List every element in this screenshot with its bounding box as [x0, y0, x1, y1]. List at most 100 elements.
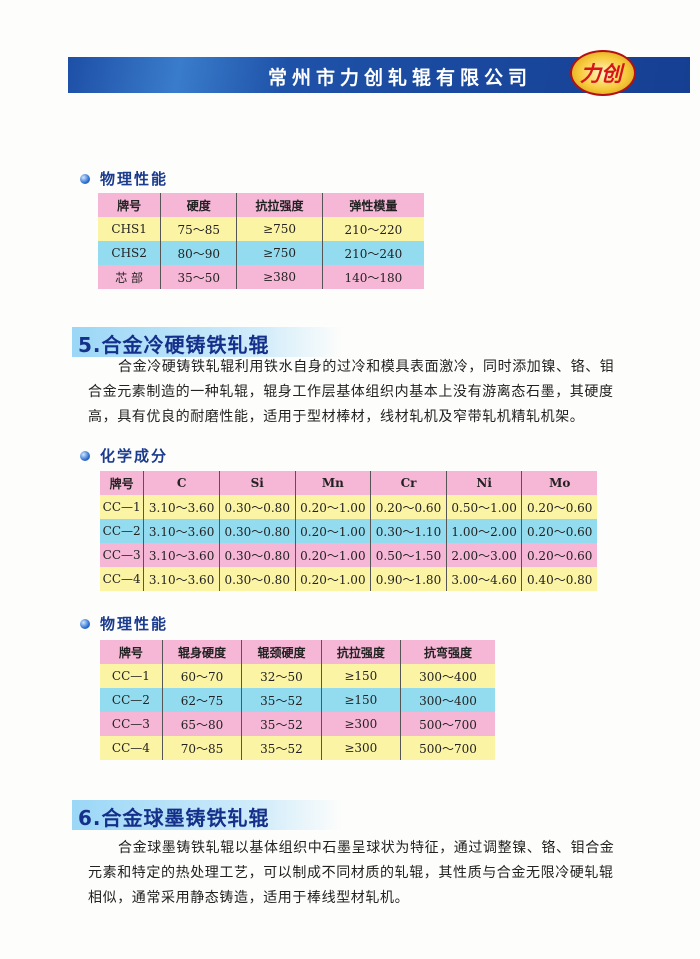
table-cell: CC—1 [100, 495, 144, 519]
section-6-title: 6.合金球墨铸铁轧辊 [78, 806, 270, 830]
paragraph-line: 合金球墨铸铁轧辊以基体组织中石墨呈球状为特征，通过调整镍、铬、钼合金 [118, 840, 615, 856]
table-cell: 0.20～0.60 [370, 495, 447, 519]
table-cell: 32～50 [241, 664, 322, 688]
column-header: 牌号 [100, 640, 163, 664]
physical-properties-heading-1: 物理性能 [80, 168, 168, 189]
table-row: CC—4 3.10～3.60 0.30～0.80 0.20～1.00 0.90～1.80… [100, 567, 597, 591]
column-header: Mo [521, 471, 597, 495]
table-cell: 0.50～1.00 [445, 495, 522, 519]
table-cell: 300～400 [400, 688, 495, 712]
column-header: 辊颈硬度 [241, 640, 322, 664]
table-cell: 75～85 [160, 217, 237, 241]
table-cell: CC—3 [100, 712, 163, 736]
column-header: 弹性模量 [321, 193, 424, 217]
table-cell: 210～240 [321, 241, 424, 265]
table-cell: ≥750 [236, 217, 323, 241]
table-cell: 35～52 [241, 688, 322, 712]
table-row: CC—2 62～75 35～52 ≥150 300～400 [100, 688, 495, 712]
table-cell: 0.30～0.80 [218, 543, 296, 567]
column-header: 硬度 [160, 193, 237, 217]
table-cell: ≥750 [236, 241, 323, 265]
column-header: C [143, 471, 220, 495]
table-cell: CC—2 [100, 519, 144, 543]
table-cell: 1.00～2.00 [445, 519, 522, 543]
column-header: 辊身硬度 [161, 640, 242, 664]
table-cell: 3.10～3.60 [143, 495, 220, 519]
table-header-row: 牌号 C Si Mn Cr Ni Mo [100, 471, 597, 495]
table-row: CC—3 3.10～3.60 0.30～0.80 0.20～1.00 0.50～1.50… [100, 543, 597, 567]
table-cell: CC—4 [100, 567, 144, 591]
table-cell: CC—1 [100, 664, 163, 688]
table-cell: 140～180 [321, 265, 424, 289]
column-header: Mn [294, 471, 371, 495]
table-row: CC—4 70～85 35～52 ≥300 500～700 [100, 736, 495, 760]
table-cell: 0.30～0.80 [218, 495, 296, 519]
table-row: CHS1 75～85 ≥750 210～220 [98, 217, 424, 241]
table-cell: 35～52 [241, 712, 322, 736]
table-cell: 0.50～1.50 [370, 543, 447, 567]
table-cell: 0.20～1.00 [294, 543, 371, 567]
heading-text: 化学成分 [100, 447, 169, 465]
table-cell: 62～75 [161, 688, 242, 712]
table-cell: 70～85 [161, 736, 242, 760]
table-header-row: 牌号 辊身硬度 辊颈硬度 抗拉强度 抗弯强度 [100, 640, 495, 664]
table-cell: 3.10～3.60 [143, 567, 220, 591]
table-row: CC—2 3.10～3.60 0.30～0.80 0.20～1.00 0.30～1.10… [100, 519, 597, 543]
column-header: 抗弯强度 [400, 640, 495, 664]
section-5-title: 5.合金冷硬铸铁轧辊 [78, 333, 270, 357]
table-cell: 0.40～0.80 [521, 567, 597, 591]
column-header: 抗拉强度 [320, 640, 401, 664]
table-cell: 3.10～3.60 [143, 519, 220, 543]
table-cell: 210～220 [321, 217, 424, 241]
heading-text: 物理性能 [100, 170, 169, 188]
table-cell: ≥150 [320, 664, 401, 688]
table-cell: 0.20～1.00 [294, 567, 371, 591]
table-cell: ≥150 [320, 688, 401, 712]
table-cell: ≥300 [320, 712, 401, 736]
table-cell: 2.00～3.00 [445, 543, 522, 567]
table-cell: 300～400 [400, 664, 495, 688]
table-row: 芯 部 35～50 ≥380 140～180 [98, 265, 424, 289]
company-logo: 力创 [570, 50, 636, 96]
table-cell: 80～90 [160, 241, 237, 265]
table-cell: 0.20～0.60 [521, 519, 597, 543]
table-cell: 500～700 [400, 736, 495, 760]
table-cell: 0.30～0.80 [218, 567, 296, 591]
column-header: Ni [445, 471, 522, 495]
table-cell: 35～52 [241, 736, 322, 760]
physical-properties-heading-2: 物理性能 [80, 613, 168, 634]
table-cell: CC—3 [100, 543, 144, 567]
section-6-heading: 6.合金球墨铸铁轧辊 [72, 800, 342, 830]
table-cell: 0.20～1.00 [294, 519, 371, 543]
table-cell: 0.20～0.60 [521, 495, 597, 519]
table-header-row: 牌号 硬度 抗拉强度 弹性模量 [98, 193, 424, 217]
table-row: CC—3 65～80 35～52 ≥300 500～700 [100, 712, 495, 736]
bullet-icon [80, 173, 90, 184]
table-cell: 0.90～1.80 [370, 567, 447, 591]
paragraph-line: 高，具有优良的耐磨性能，适用于型材棒材，线材轧机及窄带轧机精轧机架。 [88, 409, 585, 425]
table-cell: CC—4 [100, 736, 163, 760]
table-cell: 3.10～3.60 [143, 543, 220, 567]
bullet-icon [80, 450, 90, 461]
table-cell: CHS1 [98, 217, 161, 241]
company-name: 常州市力创轧辊有限公司 [268, 67, 533, 89]
column-header: 抗拉强度 [236, 193, 323, 217]
heading-text: 物理性能 [100, 615, 169, 633]
table-row: CC—1 3.10～3.60 0.30～0.80 0.20～1.00 0.20～0.60… [100, 495, 597, 519]
table-row: CC—1 60～70 32～50 ≥150 300～400 [100, 664, 495, 688]
table-cell: ≥300 [320, 736, 401, 760]
table-cell: 芯 部 [98, 265, 161, 289]
section-6-paragraph: 合金球墨铸铁轧辊以基体组织中石墨呈球状为特征，通过调整镍、铬、钼合金 元素和特定… [88, 836, 648, 911]
table-row: CHS2 80～90 ≥750 210～240 [98, 241, 424, 265]
column-header: 牌号 [100, 471, 144, 495]
chemical-composition-table: 牌号 C Si Mn Cr Ni Mo CC—1 3.10～3.60 0.30～0.80 0.20～… [100, 471, 597, 591]
table-cell: 0.20～1.00 [294, 495, 371, 519]
table-cell: CHS2 [98, 241, 161, 265]
table-cell: ≥380 [236, 265, 323, 289]
logo-text: 力创 [580, 62, 622, 86]
physical-properties-table-2: 牌号 辊身硬度 辊颈硬度 抗拉强度 抗弯强度 CC—1 60～70 32～50 ≥150 300～… [100, 640, 495, 760]
table-cell: 65～80 [161, 712, 242, 736]
column-header: Cr [370, 471, 447, 495]
table-cell: 0.30～1.10 [370, 519, 447, 543]
chemical-composition-heading: 化学成分 [80, 445, 168, 466]
